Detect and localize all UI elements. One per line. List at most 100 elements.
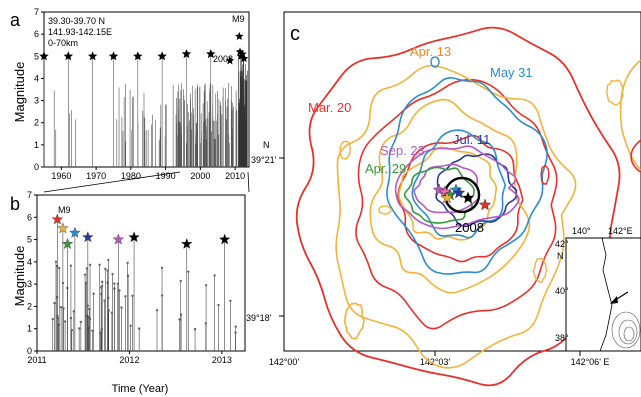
y-tick-label: 2 (27, 301, 32, 311)
y-tick-label: 3 (27, 279, 32, 289)
label-sep23: Sep. 23 (380, 143, 425, 158)
contour-line (430, 56, 440, 68)
event-star (69, 226, 81, 238)
inset-north: N (557, 251, 564, 261)
event-star (87, 51, 98, 61)
event-dot (120, 306, 123, 309)
zoom-line-left (43, 171, 181, 193)
inset-coastline (565, 237, 613, 352)
panel-b-stars (51, 213, 231, 351)
contour-line (403, 166, 475, 224)
inset-arrow-head (610, 296, 618, 304)
event-dot (234, 325, 237, 328)
event-dot (131, 294, 134, 297)
panel-b-stems (51, 258, 237, 351)
event-dot (217, 303, 220, 307)
event-dot (92, 292, 95, 295)
label-apr13: Apr. 13 (410, 44, 451, 59)
event-dot (100, 328, 103, 332)
inset-map: 140° 142°E 42° N 40° 38° (555, 226, 641, 352)
x-tick-label: 1990 (156, 171, 176, 181)
event-dot (58, 266, 61, 270)
event-dot (83, 273, 87, 276)
event-star (128, 231, 140, 243)
y-tick-label: 4 (27, 257, 32, 267)
panel-a-lat-range: 39.30-39.70 N (48, 16, 105, 26)
contour-line (295, 26, 621, 387)
event-star (239, 54, 249, 63)
panel-label-b: b (10, 194, 20, 214)
event-dot (53, 301, 56, 305)
x-tick-label: 1980 (121, 171, 141, 181)
panel-c-frame (283, 11, 641, 352)
event-dot (179, 279, 182, 283)
y-tick-label: 1 (34, 140, 39, 150)
event-dot (113, 282, 116, 285)
contour-line (344, 302, 365, 340)
panel-b-x-ticks: 2011 2012 2013 (27, 351, 232, 365)
event-dot (137, 327, 141, 330)
y-tick-label: 5 (27, 235, 32, 245)
hypocenter-star (440, 191, 454, 204)
contour-line (394, 145, 520, 230)
event-dot (84, 281, 88, 284)
y-tick-label: 5 (34, 51, 39, 61)
event-star (235, 31, 244, 40)
event-star (51, 213, 64, 225)
event-star (63, 51, 74, 61)
event-dot (187, 270, 190, 273)
contour-line (335, 64, 577, 369)
panel-c-stars (432, 176, 492, 214)
event-dot (111, 272, 114, 276)
event-dot (88, 263, 92, 267)
event-dot (107, 309, 110, 312)
x-tick-label: 2012 (119, 355, 139, 365)
event-star (181, 49, 192, 59)
label-apr29: Apr. 29 (365, 161, 406, 176)
lat-label-39-21: 39°21' (251, 155, 277, 165)
panel-a-depth-range: 0-70km (48, 38, 78, 48)
event-star (225, 56, 235, 65)
panel-a-m9-label: M9 (232, 14, 245, 24)
panel-b-y-ticks: 0 1 2 3 4 5 6 7 (27, 190, 37, 356)
panel-b-xlabel: Time (Year) (112, 383, 169, 395)
panel-a-ylabel: Magnitude (12, 62, 27, 123)
lon-label-142-00: 142°00' (269, 357, 300, 367)
y-tick-label: 4 (34, 73, 39, 83)
event-star (157, 51, 167, 61)
contour-line (630, 139, 641, 173)
panel-b-ylabel: Magnitude (12, 246, 27, 307)
contour-line (540, 165, 550, 185)
contour-line (339, 140, 351, 160)
y-tick-label: 3 (34, 96, 39, 106)
event-dot (229, 299, 232, 302)
x-tick-label: 2010 (225, 171, 245, 181)
event-star (112, 233, 125, 245)
event-dot (160, 266, 164, 270)
event-dot (100, 280, 104, 284)
inset-contour-1 (611, 311, 641, 349)
event-star (238, 49, 247, 58)
panel-a-lon-range: 141.93-142.15E (48, 27, 112, 37)
panel-a-stems (53, 53, 248, 167)
panel-b-m9-label: M9 (58, 205, 71, 215)
inset-contour-2 (618, 319, 638, 345)
event-star (206, 49, 216, 59)
event-dot (179, 313, 183, 316)
label-2008: 2008 (455, 220, 484, 235)
y-tick-label: 1 (27, 324, 32, 334)
event-dot (103, 299, 106, 302)
contour-line (411, 129, 507, 239)
inset-lat-40: 40° (555, 286, 569, 296)
panel-b-frame (36, 194, 246, 352)
contour-line (413, 163, 481, 214)
event-star (57, 222, 69, 234)
event-dot (70, 328, 74, 332)
x-tick-label: 1970 (86, 171, 106, 181)
event-dot (213, 274, 216, 277)
zoom-line-right (247, 171, 250, 193)
event-dot (107, 258, 110, 262)
event-dot (91, 329, 94, 332)
event-star (133, 51, 143, 61)
contour-line (378, 205, 393, 215)
